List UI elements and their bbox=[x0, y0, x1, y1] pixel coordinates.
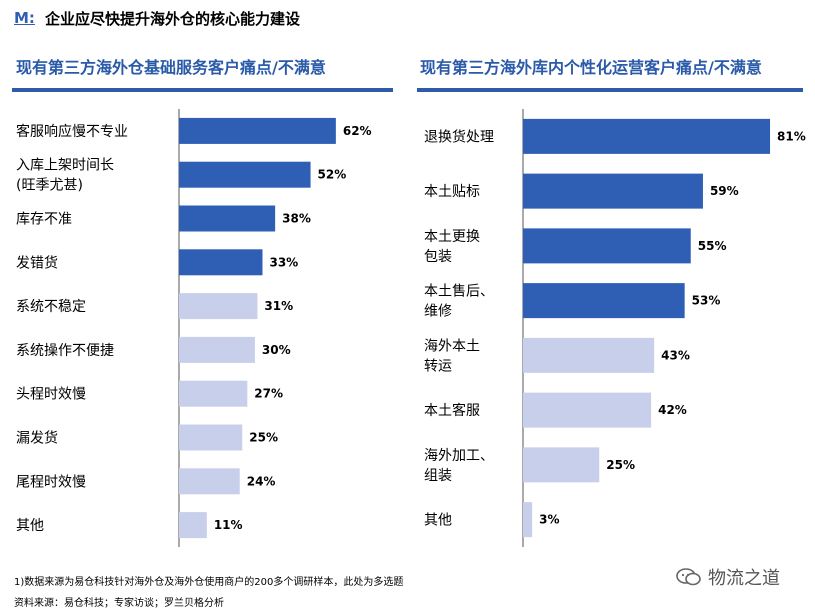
data-label: 33% bbox=[269, 255, 298, 269]
category-label: 系统操作不便捷 bbox=[16, 343, 114, 359]
watermark-text: 物流之道 bbox=[708, 568, 780, 589]
bar bbox=[523, 392, 652, 428]
data-label: 25% bbox=[606, 458, 635, 472]
wechat-icon bbox=[676, 568, 701, 586]
category-label: 本土客服 bbox=[424, 402, 480, 419]
bar bbox=[179, 424, 243, 451]
bar bbox=[179, 117, 336, 144]
category-label: 本土售后、维修 bbox=[424, 284, 494, 320]
category-label: 头程时效慢 bbox=[16, 386, 86, 403]
bar bbox=[523, 118, 771, 154]
bar bbox=[179, 468, 240, 495]
category-label: 海外本土转运 bbox=[424, 338, 480, 374]
chart-title-left: 现有第三方海外仓基础服务客户痛点/不满意 bbox=[16, 58, 326, 77]
category-label: 本土更换包装 bbox=[424, 228, 480, 265]
category-label: 本土贴标 bbox=[424, 184, 480, 200]
chart-title-right: 现有第三方海外库内个性化运营客户痛点/不满意 bbox=[420, 58, 762, 77]
bar bbox=[179, 336, 255, 363]
data-label: 30% bbox=[262, 343, 291, 357]
category-label: 其他 bbox=[424, 513, 452, 529]
data-label: 24% bbox=[247, 474, 276, 488]
bar bbox=[523, 228, 691, 264]
bar bbox=[523, 502, 533, 538]
data-label: 59% bbox=[710, 184, 739, 198]
bar bbox=[523, 173, 703, 209]
data-label: 38% bbox=[282, 212, 311, 226]
data-label: 25% bbox=[249, 431, 278, 445]
category-label: 发错货 bbox=[16, 254, 58, 271]
page-title: 企业应尽快提升海外仓的核心能力建设 bbox=[44, 9, 300, 28]
data-label: 53% bbox=[692, 294, 721, 308]
category-label: 其他 bbox=[16, 518, 44, 534]
category-label: 入库上架时间长(旺季尤甚) bbox=[16, 158, 114, 194]
category-label: 退换货处理 bbox=[424, 128, 494, 145]
data-label: 31% bbox=[264, 299, 293, 313]
bar bbox=[523, 337, 655, 373]
footnote-source: 资料来源：易仓科技；专家访谈；罗兰贝格分析 bbox=[14, 598, 224, 609]
title-underline-left bbox=[12, 88, 393, 92]
category-label: 客服响应慢不专业 bbox=[16, 123, 128, 140]
brand-mark: M: bbox=[14, 9, 35, 27]
category-label: 尾程时效慢 bbox=[16, 473, 86, 490]
data-label: 52% bbox=[318, 168, 347, 182]
header: M: 企业应尽快提升海外仓的核心能力建设 bbox=[14, 5, 300, 31]
data-label: 3% bbox=[539, 513, 559, 527]
bar bbox=[179, 249, 263, 276]
watermark: 物流之道 bbox=[676, 564, 780, 590]
bar bbox=[179, 512, 207, 539]
bar bbox=[179, 205, 276, 232]
category-label: 系统不稳定 bbox=[16, 299, 86, 315]
bar bbox=[179, 161, 311, 188]
data-label: 43% bbox=[661, 348, 690, 362]
category-label: 海外加工、组装 bbox=[424, 448, 494, 484]
category-label: 库存不准 bbox=[16, 212, 72, 228]
title-underline-right bbox=[417, 88, 803, 92]
footnote-note: 1)数据来源为易仓科技针对海外仓及海外仓使用商户的200多个调研样本，此处为多选… bbox=[14, 577, 404, 588]
data-label: 27% bbox=[254, 387, 283, 401]
data-label: 81% bbox=[777, 129, 806, 143]
data-label: 62% bbox=[343, 124, 372, 138]
bar bbox=[179, 293, 258, 320]
data-label: 42% bbox=[658, 403, 687, 417]
category-label: 漏发货 bbox=[16, 430, 58, 447]
bar bbox=[523, 447, 600, 483]
bar bbox=[523, 283, 685, 319]
bar bbox=[179, 380, 248, 407]
data-label: 55% bbox=[698, 239, 727, 253]
data-label: 11% bbox=[214, 518, 243, 532]
